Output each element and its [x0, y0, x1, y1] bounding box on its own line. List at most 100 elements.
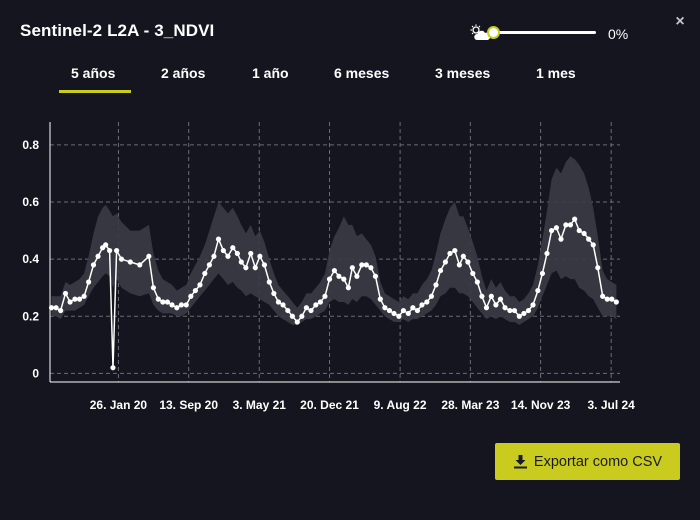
close-icon[interactable]: ×	[675, 13, 685, 30]
data-point	[238, 259, 244, 265]
data-point	[581, 230, 587, 237]
data-point	[220, 247, 226, 254]
data-point	[497, 296, 504, 302]
data-point	[317, 299, 324, 305]
data-point	[507, 307, 513, 314]
data-point	[572, 216, 578, 222]
data-point	[586, 236, 592, 242]
data-point	[137, 262, 143, 268]
data-point	[414, 307, 421, 314]
data-point	[488, 293, 494, 299]
data-point	[271, 290, 277, 297]
data-point	[539, 270, 546, 277]
data-point	[590, 242, 596, 248]
data-point	[266, 279, 272, 285]
x-tick-label: 28. Mar 23	[441, 398, 499, 412]
data-point	[525, 307, 532, 314]
cloud-sun-icon	[470, 24, 491, 40]
data-point	[396, 313, 402, 319]
data-point	[308, 307, 314, 314]
data-point	[405, 310, 411, 317]
data-point	[521, 310, 527, 317]
data-point	[234, 250, 240, 257]
y-tick-label: 0.4	[22, 252, 39, 266]
cloud-coverage-slider[interactable]	[492, 31, 596, 34]
data-point	[433, 282, 439, 288]
download-icon	[513, 455, 527, 469]
data-point	[442, 259, 449, 265]
x-tick-label: 3. Jul 24	[587, 398, 635, 412]
data-point	[197, 282, 203, 288]
data-point	[90, 262, 97, 268]
data-point	[410, 305, 416, 311]
x-tick-label: 26. Jan 20	[90, 398, 148, 412]
data-point	[103, 242, 109, 248]
data-point	[479, 293, 485, 299]
data-point	[613, 299, 619, 305]
data-point	[437, 267, 444, 274]
x-tick-label: 20. Dec 21	[300, 398, 359, 412]
data-point	[535, 287, 541, 294]
data-point	[252, 265, 258, 271]
data-point	[303, 305, 310, 311]
chart-labels: 0 0.2 0.4 0.6 0.8 26. Jan 20 13. Sep 20 3. May …	[22, 138, 635, 412]
data-point	[280, 302, 286, 308]
export-csv-label: Exportar como CSV	[533, 453, 663, 470]
data-point	[341, 276, 347, 282]
tab-3-months[interactable]: 3 meses	[435, 65, 491, 81]
data-point	[146, 253, 152, 259]
data-point	[81, 293, 87, 299]
data-point	[127, 259, 133, 265]
x-tick-label: 13. Sep 20	[159, 398, 218, 412]
tab-6-months[interactable]: 6 meses	[334, 65, 390, 81]
data-point	[576, 227, 582, 234]
data-point	[225, 253, 231, 259]
data-point	[155, 296, 161, 302]
tab-1-month[interactable]: 1 mes	[536, 65, 576, 81]
data-point	[257, 253, 263, 259]
data-point	[118, 256, 125, 262]
export-csv-button[interactable]: Exportar como CSV	[495, 443, 680, 480]
data-point	[377, 296, 383, 302]
data-point	[354, 273, 360, 279]
data-point	[178, 302, 184, 308]
data-point	[192, 287, 198, 294]
data-point	[206, 262, 212, 268]
data-point	[372, 273, 379, 279]
chart-points	[48, 216, 619, 371]
data-point	[516, 313, 522, 319]
data-point	[530, 302, 536, 308]
data-point	[248, 250, 254, 257]
active-tab-indicator	[59, 90, 131, 93]
data-point	[95, 253, 101, 259]
data-point	[58, 307, 64, 314]
data-point	[558, 236, 564, 242]
data-point	[215, 236, 222, 242]
data-point	[349, 265, 355, 271]
cloud-coverage-slider-handle[interactable]	[487, 26, 500, 39]
data-point	[493, 302, 499, 308]
data-point	[202, 270, 208, 277]
data-point	[243, 265, 249, 271]
data-point	[456, 262, 463, 268]
x-tick-label: 3. May 21	[233, 398, 287, 412]
tab-5-years[interactable]: 5 años	[71, 65, 116, 81]
data-point	[261, 262, 268, 268]
data-point	[322, 293, 328, 299]
data-point	[511, 307, 518, 314]
y-tick-label: 0.6	[22, 195, 39, 209]
chart-band-layer	[51, 156, 617, 325]
tab-1-year[interactable]: 1 año	[252, 65, 289, 81]
data-point	[48, 305, 55, 311]
data-point	[386, 307, 393, 314]
data-point	[285, 307, 291, 314]
data-point	[595, 265, 601, 271]
std-dev-band	[51, 156, 617, 325]
tab-2-years[interactable]: 2 años	[161, 65, 206, 81]
data-point	[331, 267, 337, 274]
data-point	[460, 253, 466, 259]
data-point	[160, 299, 166, 305]
data-point	[553, 225, 560, 231]
data-point	[76, 296, 83, 302]
data-point	[211, 253, 217, 259]
